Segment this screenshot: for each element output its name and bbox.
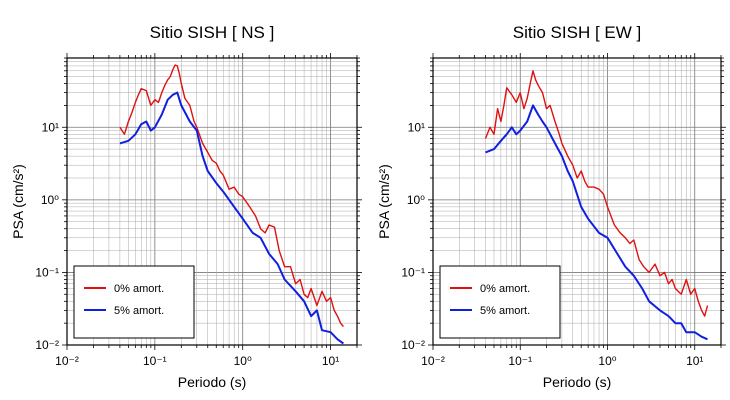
x-tick-label: 10⁻² xyxy=(421,354,445,368)
y-axis-label: PSA (cm/s²) xyxy=(10,164,26,239)
y-tick-label: 10⁰ xyxy=(407,193,425,207)
chart-title: Sitio SISH [ NS ] xyxy=(150,23,275,42)
y-tick-label: 10⁻² xyxy=(401,338,425,352)
legend: 0% amort. 5% amort. xyxy=(439,265,561,339)
legend-box xyxy=(439,265,561,339)
x-tick-label: 10¹ xyxy=(686,354,703,368)
x-tick-label: 10¹ xyxy=(322,354,339,368)
series-line-damped xyxy=(485,104,708,341)
legend-label: 5% amort. xyxy=(114,305,164,317)
x-tick-label: 10⁰ xyxy=(598,354,616,368)
x-axis-label: Periodo (s) xyxy=(178,374,246,390)
y-tick-label: 10¹ xyxy=(42,120,59,134)
series-line-undamped xyxy=(119,64,344,327)
y-tick-label: 10⁻² xyxy=(35,338,59,352)
legend-box xyxy=(73,265,195,339)
chart-title: Sitio SISH [ EW ] xyxy=(513,23,641,42)
y-tick-label: 10⁰ xyxy=(41,193,59,207)
y-tick-label: 10¹ xyxy=(408,120,425,134)
series-line-damped xyxy=(119,91,344,345)
x-tick-label: 10⁻¹ xyxy=(508,354,532,368)
y-tick-label: 10⁻¹ xyxy=(35,265,59,279)
x-tick-label: 10⁰ xyxy=(234,354,252,368)
plot-frame xyxy=(66,57,358,346)
x-tick-label: 10⁻² xyxy=(55,354,79,368)
chart-panel-1: 10⁻² 10⁻¹ 10⁰ 10¹ 10⁻² 10⁻¹ 10⁰ 10¹ Sitio SISH [… xyxy=(376,23,726,390)
y-tick-label: 10⁻¹ xyxy=(401,265,425,279)
x-tick-label: 10⁻¹ xyxy=(143,354,167,368)
legend-label: 0% amort. xyxy=(114,283,164,295)
ticks xyxy=(428,53,726,350)
series-line-undamped xyxy=(484,70,709,317)
legend: 0% amort. 5% amort. xyxy=(73,265,195,339)
x-axis-label: Periodo (s) xyxy=(543,374,611,390)
chart-panel-0: 10⁻² 10⁻¹ 10⁰ 10¹ 10⁻² 10⁻¹ 10⁰ 10¹ Sitio SISH [… xyxy=(10,23,362,390)
legend-label: 0% amort. xyxy=(480,283,530,295)
y-axis-label: PSA (cm/s²) xyxy=(376,164,392,239)
ticks xyxy=(62,53,362,350)
legend-label: 5% amort. xyxy=(480,305,530,317)
plot-frame xyxy=(432,57,722,346)
